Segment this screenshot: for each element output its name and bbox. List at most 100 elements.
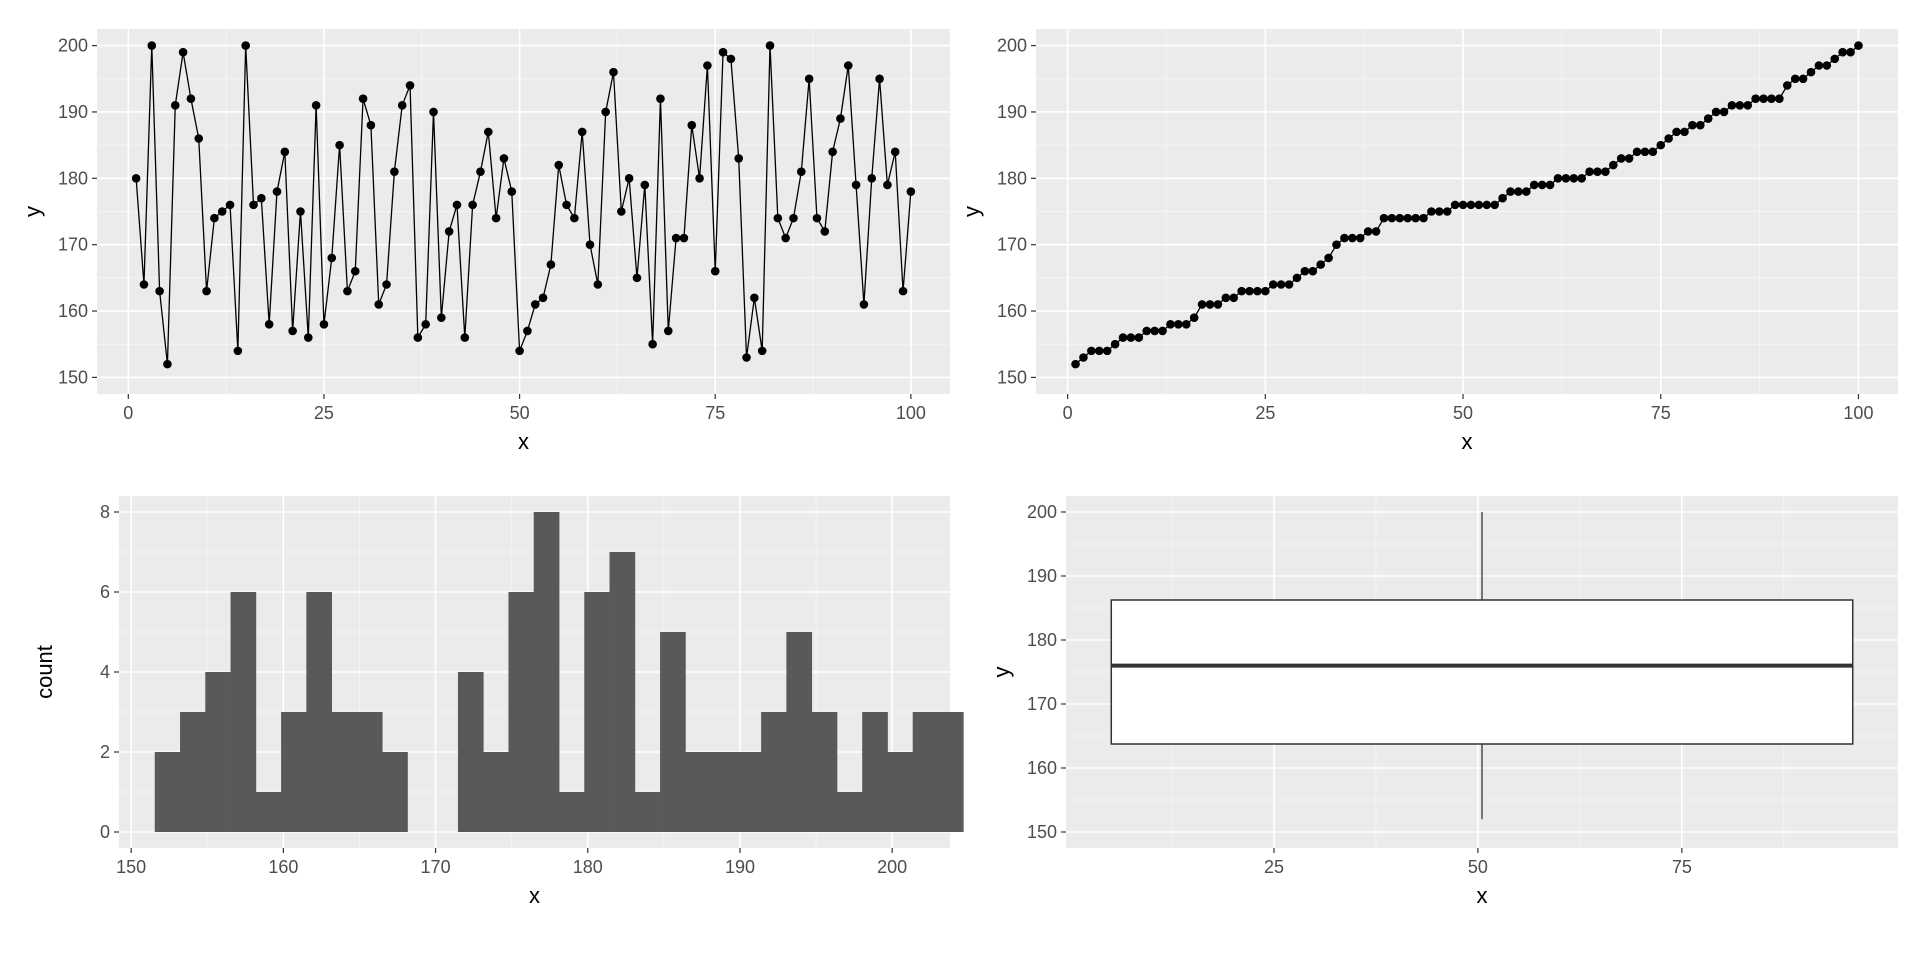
data-point	[319, 320, 329, 329]
data-point	[437, 313, 446, 322]
data-point	[1450, 200, 1460, 210]
y-tick-label: 180	[1027, 630, 1057, 650]
data-point	[1814, 61, 1824, 70]
data-point	[554, 160, 564, 170]
data-point	[452, 200, 462, 210]
data-point	[773, 213, 783, 223]
data-point	[1664, 134, 1673, 143]
histogram-bar	[710, 752, 737, 832]
y-tick-label: 180	[997, 168, 1027, 188]
data-point	[382, 280, 391, 289]
data-point	[1419, 213, 1428, 223]
data-point	[397, 101, 407, 110]
y-tick-label: 200	[58, 36, 88, 56]
data-point	[1118, 333, 1128, 342]
data-point	[797, 167, 806, 176]
data-point	[1442, 207, 1452, 216]
data-point	[468, 200, 477, 210]
data-point	[163, 359, 172, 369]
x-tick-label: 100	[896, 403, 926, 423]
data-point	[1134, 333, 1144, 342]
data-point	[812, 213, 822, 223]
y-axis-title: count	[32, 645, 57, 699]
data-point	[1703, 114, 1713, 123]
data-point	[280, 147, 290, 157]
data-point	[1782, 81, 1792, 90]
y-tick-label: 200	[997, 36, 1027, 56]
x-tick-label: 25	[1255, 403, 1275, 423]
data-point	[460, 333, 470, 342]
data-point	[671, 233, 681, 243]
data-point	[695, 174, 704, 183]
data-point	[405, 81, 415, 90]
data-point	[413, 333, 423, 342]
data-point	[1363, 227, 1373, 236]
data-point	[1514, 187, 1523, 196]
data-point	[781, 233, 790, 243]
data-point	[327, 253, 337, 263]
histogram-bar	[660, 632, 686, 832]
data-point	[178, 47, 188, 57]
y-tick-label: 170	[58, 235, 88, 255]
data-point	[546, 260, 556, 269]
x-tick-label: 50	[510, 403, 530, 423]
data-point	[1466, 200, 1476, 210]
data-point	[1806, 67, 1816, 77]
data-point	[1640, 147, 1650, 157]
chart-panel-2: 0 25 50 75 100 150 160 170 180 190 200 x y	[959, 29, 1898, 454]
data-point	[609, 67, 618, 77]
y-tick-label: 170	[1027, 694, 1057, 714]
data-point	[1743, 101, 1753, 110]
data-point	[1332, 240, 1341, 249]
data-point	[1624, 154, 1634, 163]
data-point	[1759, 94, 1768, 103]
data-point	[1490, 200, 1499, 210]
data-point	[1427, 207, 1436, 216]
y-tick-label: 160	[1027, 758, 1057, 778]
data-point	[1601, 167, 1610, 176]
chart-panel-4: 25 50 75 150 160 170 180 190 200 x y	[989, 496, 1898, 908]
data-point	[1316, 260, 1325, 269]
x-tick-label: 25	[314, 403, 334, 423]
data-point	[570, 213, 579, 223]
data-point	[750, 293, 759, 303]
data-point	[1174, 320, 1183, 329]
data-point	[843, 61, 853, 70]
data-point	[648, 339, 657, 349]
chart-panel-1: 0 25 50 75 100 150 160 170 180 190 200 x y	[20, 29, 950, 454]
data-point	[703, 61, 712, 70]
x-tick-label: 75	[705, 403, 725, 423]
data-point	[1545, 180, 1555, 190]
y-tick-label: 190	[58, 102, 88, 122]
data-point	[139, 280, 149, 289]
data-point	[1276, 280, 1286, 289]
data-point	[1110, 339, 1120, 349]
x-axis-title: x	[1462, 429, 1473, 454]
histogram-bar	[862, 712, 888, 832]
data-point	[1189, 313, 1199, 322]
x-axis-title: x	[1477, 883, 1488, 908]
data-point	[804, 74, 814, 84]
histogram-bar	[912, 712, 939, 832]
data-point	[1688, 120, 1697, 130]
x-tick-label: 200	[877, 857, 907, 877]
data-point	[656, 94, 665, 103]
data-point	[233, 346, 243, 356]
data-point	[1087, 346, 1096, 356]
histogram-bar	[786, 632, 813, 832]
y-tick-label: 150	[1027, 822, 1057, 842]
data-point	[1205, 300, 1215, 309]
data-point	[1522, 187, 1531, 196]
data-point	[476, 167, 485, 176]
data-point	[1126, 333, 1136, 342]
data-point	[1695, 120, 1705, 130]
data-point	[1577, 174, 1586, 183]
y-tick-label: 2	[100, 742, 110, 762]
data-point	[789, 213, 798, 223]
data-point	[1537, 180, 1547, 190]
data-point	[1609, 160, 1618, 170]
histogram-bar	[735, 752, 762, 832]
data-point	[350, 266, 360, 276]
data-point	[1735, 101, 1745, 110]
data-point	[1569, 174, 1579, 183]
